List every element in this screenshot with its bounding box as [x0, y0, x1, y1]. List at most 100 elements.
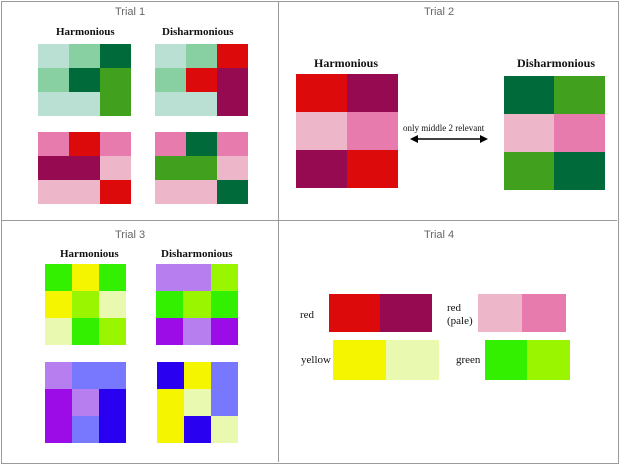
- mint-color-cell: [155, 44, 186, 68]
- trial3-harmonious-label: Harmonious: [60, 248, 119, 260]
- red-color-cell: [347, 150, 398, 188]
- trial4-green-label: green: [456, 354, 481, 366]
- red-color-cell: [69, 132, 100, 156]
- pale-pink-color-cell: [296, 112, 347, 150]
- lime-color-cell: [99, 264, 126, 291]
- yellow-color-cell: [333, 340, 386, 380]
- periwinkle-color-cell: [72, 416, 99, 443]
- pink-color-cell: [554, 114, 605, 152]
- red-color-cell: [186, 68, 217, 92]
- double-arrow-icon: [410, 135, 488, 143]
- trial3-disharmonious-top-swatch: [156, 264, 238, 345]
- trial3-disharmonious-bottom-swatch: [157, 362, 238, 443]
- periwinkle-color-cell: [211, 362, 238, 416]
- trial2-harmonious-swatch: [296, 74, 398, 188]
- mint-color-cell: [38, 44, 69, 68]
- trial4-red-pale-label-line1: red: [447, 302, 462, 314]
- trial3-disharmonious-label: Disharmonious: [161, 248, 233, 260]
- pale-yellow-color-cell: [45, 318, 72, 345]
- trial4-red-pale-swatch: [478, 294, 566, 332]
- pale-pink-color-cell: [478, 294, 522, 332]
- pale-pink-color-cell: [217, 156, 248, 180]
- maroon-color-cell: [380, 294, 432, 332]
- trial1-disharmonious-bottom-swatch: [155, 132, 248, 204]
- trial3-title: Trial 3: [115, 229, 146, 241]
- dark-green-color-cell: [504, 76, 554, 114]
- pale-pink-color-cell: [38, 180, 100, 204]
- red-color-cell: [296, 74, 347, 112]
- purple-color-cell: [156, 318, 183, 345]
- maroon-color-cell: [296, 150, 347, 188]
- dark-green-color-cell: [69, 68, 100, 92]
- lavender-color-cell: [183, 318, 211, 345]
- pale-pink-color-cell: [504, 114, 554, 152]
- panel-divider-horizontal: [1, 220, 617, 221]
- light-green-color-cell: [155, 68, 186, 92]
- trial2-disharmonious-swatch: [504, 76, 605, 190]
- pink-color-cell: [217, 132, 248, 156]
- purple-color-cell: [211, 318, 238, 345]
- yellow-color-cell: [45, 291, 72, 318]
- pale-pink-color-cell: [100, 156, 131, 180]
- lavender-color-cell: [45, 362, 72, 389]
- trial3-harmonious-top-swatch: [45, 264, 126, 345]
- pale-yellow-color-cell: [99, 291, 126, 318]
- trial4-title: Trial 4: [424, 229, 455, 241]
- maroon-color-cell: [217, 68, 248, 116]
- pale-yellow-color-cell: [386, 340, 439, 380]
- maroon-color-cell: [38, 156, 100, 180]
- light-green-color-cell: [69, 44, 100, 68]
- lime-color-cell: [72, 318, 99, 345]
- trial4-red-label: red: [300, 309, 315, 321]
- trial4-yellow-swatch: [333, 340, 439, 380]
- trial1-title: Trial 1: [115, 6, 146, 18]
- pink-color-cell: [347, 112, 398, 150]
- blue-color-cell: [99, 389, 126, 443]
- lime-color-cell: [156, 291, 183, 318]
- chartreuse-color-cell: [72, 291, 99, 318]
- yellow-color-cell: [184, 362, 211, 389]
- chartreuse-color-cell: [99, 318, 126, 345]
- trial4-yellow-label: yellow: [301, 354, 331, 366]
- pink-color-cell: [522, 294, 566, 332]
- green-color-cell: [554, 76, 605, 114]
- lime-color-cell: [45, 264, 72, 291]
- mint-color-cell: [38, 92, 100, 116]
- yellow-color-cell: [157, 389, 184, 443]
- blue-color-cell: [157, 362, 184, 389]
- trial2-harmonious-label: Harmonious: [314, 56, 379, 70]
- chartreuse-color-cell: [527, 340, 570, 380]
- red-color-cell: [329, 294, 380, 332]
- pale-yellow-color-cell: [211, 416, 238, 443]
- trial1-disharmonious-label: Disharmonious: [162, 26, 234, 38]
- pink-color-cell: [155, 132, 186, 156]
- yellow-color-cell: [72, 264, 99, 291]
- dark-green-color-cell: [217, 180, 248, 204]
- lavender-color-cell: [72, 389, 99, 416]
- light-green-color-cell: [38, 68, 69, 92]
- dark-green-color-cell: [100, 44, 131, 68]
- trial4-green-swatch: [485, 340, 570, 380]
- trial4-red-pale-label-line2: (pale): [447, 315, 473, 327]
- pale-yellow-color-cell: [184, 389, 211, 416]
- periwinkle-color-cell: [72, 362, 126, 389]
- lime-color-cell: [211, 291, 238, 318]
- trial1-harmonious-bottom-swatch: [38, 132, 131, 204]
- trial2-note: only middle 2 relevant: [403, 123, 485, 133]
- trial4-red-swatch: [329, 294, 432, 332]
- green-color-cell: [504, 152, 554, 190]
- maroon-color-cell: [347, 74, 398, 112]
- light-green-color-cell: [186, 44, 217, 68]
- trial3-harmonious-bottom-swatch: [45, 362, 126, 443]
- dark-green-color-cell: [554, 152, 605, 190]
- green-color-cell: [155, 156, 217, 180]
- red-color-cell: [217, 44, 248, 68]
- blue-color-cell: [184, 416, 211, 443]
- pink-color-cell: [100, 132, 131, 156]
- pale-pink-color-cell: [155, 180, 217, 204]
- mint-color-cell: [155, 92, 217, 116]
- trial2-disharmonious-label: Disharmonious: [517, 56, 596, 70]
- trial1-disharmonious-top-swatch: [155, 44, 248, 116]
- trial2-title: Trial 2: [424, 6, 455, 18]
